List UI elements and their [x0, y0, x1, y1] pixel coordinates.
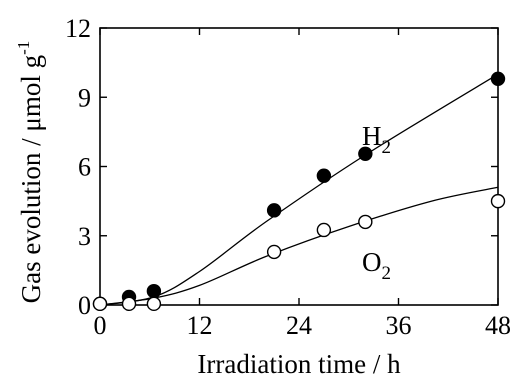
point-o2-1	[121, 296, 137, 312]
x-tick-label-3: 36	[386, 311, 412, 340]
y-tick-label-3: 9	[78, 83, 91, 112]
point-o2-2	[146, 296, 162, 312]
series-label-o2-subscript: 2	[382, 263, 392, 284]
y-tick-label-1: 3	[78, 222, 91, 251]
x-tick-label-1: 12	[187, 311, 213, 340]
series-label-o2-main: O	[362, 247, 382, 277]
x-tick-label-2: 24	[286, 311, 312, 340]
point-h2-3	[266, 203, 282, 218]
fit-lines	[99, 73, 499, 306]
y-tick-label-2: 6	[78, 153, 91, 182]
data-points	[92, 71, 506, 312]
series-label-h2-subscript: 2	[382, 137, 392, 158]
fit-line-h2	[99, 73, 499, 306]
axis-ticks	[99, 27, 499, 306]
series-label-h2: H2	[362, 121, 391, 158]
series-label-o2: O2	[362, 247, 391, 284]
point-h2-4	[316, 168, 332, 183]
point-o2-3	[266, 244, 282, 260]
y-tick-label-0: 0	[78, 291, 91, 320]
y-axis-title-main: Gas evolution / μmol g	[16, 55, 46, 303]
y-axis-title: Gas evolution / μmol g-1	[14, 41, 46, 304]
x-tick-label-4: 48	[485, 311, 511, 340]
y-tick-label-4: 12	[65, 14, 91, 43]
point-o2-6	[490, 193, 506, 209]
plot-frame	[99, 27, 499, 306]
point-h2-2	[146, 283, 162, 299]
point-o2-4	[316, 222, 332, 238]
point-h2-6	[490, 71, 506, 86]
x-axis-title: Irradiation time / h	[197, 349, 401, 379]
x-tick-label-0: 0	[94, 311, 107, 340]
point-h2-5	[358, 146, 373, 162]
series-label-h2-main: H	[362, 121, 382, 151]
point-o2-0	[92, 296, 108, 312]
point-o2-5	[358, 214, 373, 230]
y-axis-title-superscript: -1	[14, 41, 33, 55]
